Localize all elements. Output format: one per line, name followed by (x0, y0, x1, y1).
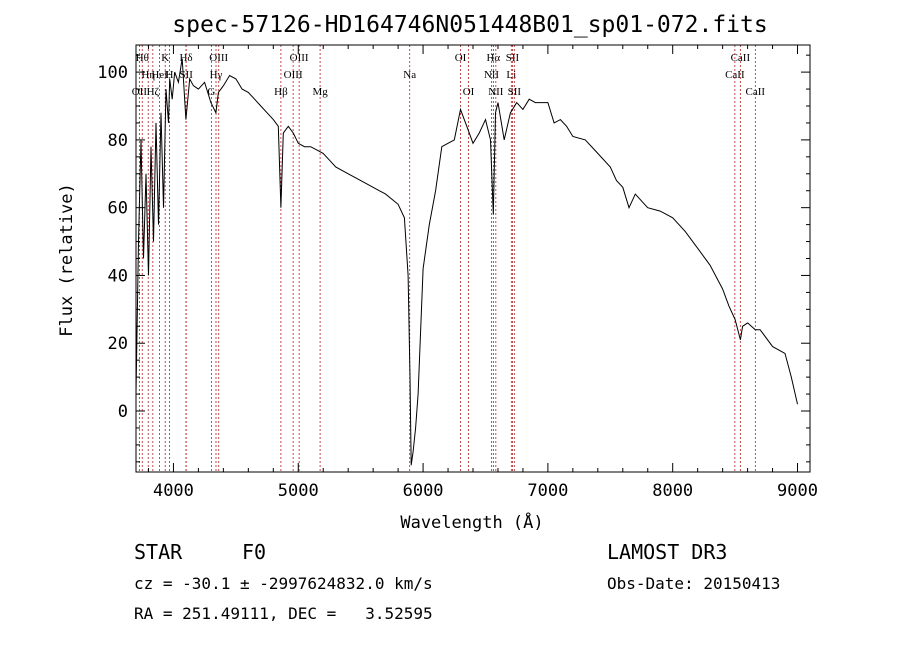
marker-label: Na (403, 69, 416, 81)
marker-label: OI (463, 86, 475, 98)
coordinates-readout: RA = 251.49111, DEC = 3.52595 (134, 604, 433, 623)
marker-label: NII (488, 86, 504, 98)
marker-label: SII (506, 52, 520, 64)
y-axis-label: Flux (relative) (57, 183, 77, 337)
object-subclass: F0 (242, 540, 267, 564)
marker-label: OI (455, 52, 467, 64)
marker-label: Hθ (136, 52, 149, 64)
spectrum-line (135, 58, 798, 466)
survey-label: LAMOST DR3 (607, 540, 728, 564)
marker-label: CaII (746, 86, 766, 98)
chart-title: spec-57126-HD164746N051448B01_sp01-072.f… (172, 12, 767, 38)
y-tick-label: 0 (118, 402, 128, 422)
x-tick-label: 9000 (777, 481, 818, 501)
marker-label: NII (484, 69, 500, 81)
marker-label: H (165, 69, 173, 81)
x-tick-label: 5000 (278, 481, 319, 501)
marker-label: Hα (486, 52, 500, 64)
marker-label: G (207, 86, 215, 98)
marker-label: SII (508, 86, 522, 98)
plot-frame (135, 44, 811, 473)
marker-label: HeI (151, 69, 168, 81)
marker-label: OII (132, 86, 148, 98)
x-tick-label: 8000 (652, 481, 693, 501)
marker-label: OIII (209, 52, 228, 64)
y-tick-label: 40 (108, 266, 128, 286)
marker-label: OIII (284, 69, 303, 81)
x-axis: 4000 5000 6000 7000 8000 9000 (147, 45, 818, 501)
object-class: STAR (134, 540, 183, 564)
x-tick-label: 6000 (403, 481, 444, 501)
marker-label: Hγ (210, 69, 223, 81)
x-tick-label: 7000 (527, 481, 568, 501)
marker-label: Hζ (147, 86, 160, 98)
marker-label: Li (506, 69, 516, 81)
y-tick-label: 20 (108, 334, 128, 354)
y-tick-label: 80 (108, 131, 128, 151)
marker-label: CaII (731, 52, 751, 64)
marker-label: SII (179, 69, 193, 81)
marker-label: K (161, 52, 169, 64)
y-axis: 0 20 40 60 80 100 (97, 54, 810, 463)
obs-date: Obs-Date: 20150413 (607, 574, 781, 593)
y-tick-label: 100 (97, 63, 128, 83)
marker-label: Hβ (274, 86, 288, 98)
x-axis-label: Wavelength (Å) (400, 511, 543, 533)
marker-label: Mg (312, 86, 328, 98)
redshift-readout: cz = -30.1 ± -2997624832.0 km/s (134, 574, 433, 593)
marker-label: OIII (290, 52, 309, 64)
x-tick-label: 4000 (153, 481, 194, 501)
marker-label: CaII (725, 69, 745, 81)
y-tick-label: 60 (108, 199, 128, 219)
